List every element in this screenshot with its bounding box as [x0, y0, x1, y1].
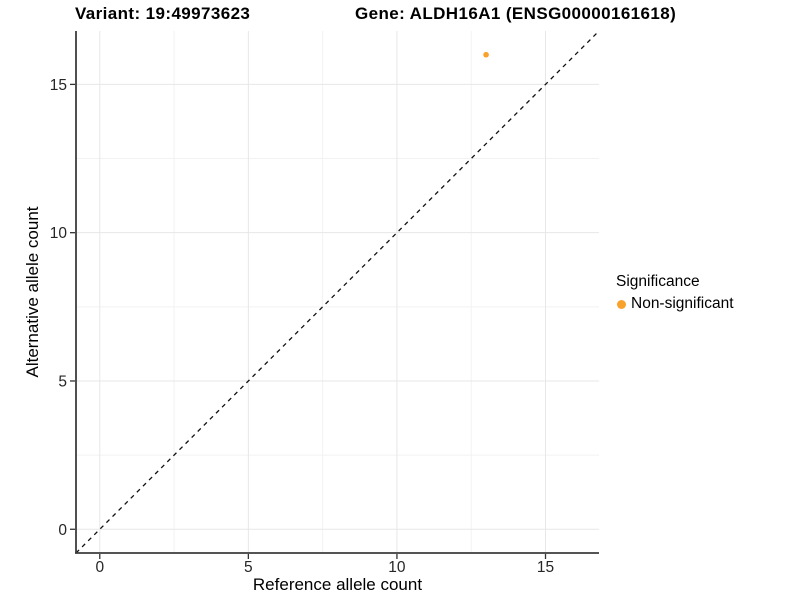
y-tick-label: 5 [58, 373, 67, 390]
legend-item-label: Non-significant [631, 295, 734, 312]
orange-dot-icon [617, 299, 626, 309]
x-axis-title: Reference allele count [252, 575, 423, 594]
x-tick-label: 0 [95, 559, 104, 576]
legend-item: Non-significant [616, 295, 734, 313]
plot-title-gene: Gene: ALDH16A1 (ENSG00000161618) [355, 4, 677, 23]
scatter-point [483, 51, 489, 58]
y-tick-label: 15 [50, 77, 67, 94]
x-tick-label: 15 [537, 559, 554, 576]
plot-title-variant: Variant: 19:49973623 [75, 4, 251, 23]
y-axis-title: Alternative allele count [23, 206, 42, 378]
x-tick-label: 10 [388, 559, 406, 576]
identity-reference-line [75, 30, 600, 554]
y-tick-label: 0 [58, 522, 67, 539]
y-tick-label: 10 [50, 225, 68, 242]
legend-title: Significance [616, 273, 700, 290]
x-tick-label: 5 [244, 559, 253, 576]
legend: Significance Non-significant [616, 273, 734, 313]
